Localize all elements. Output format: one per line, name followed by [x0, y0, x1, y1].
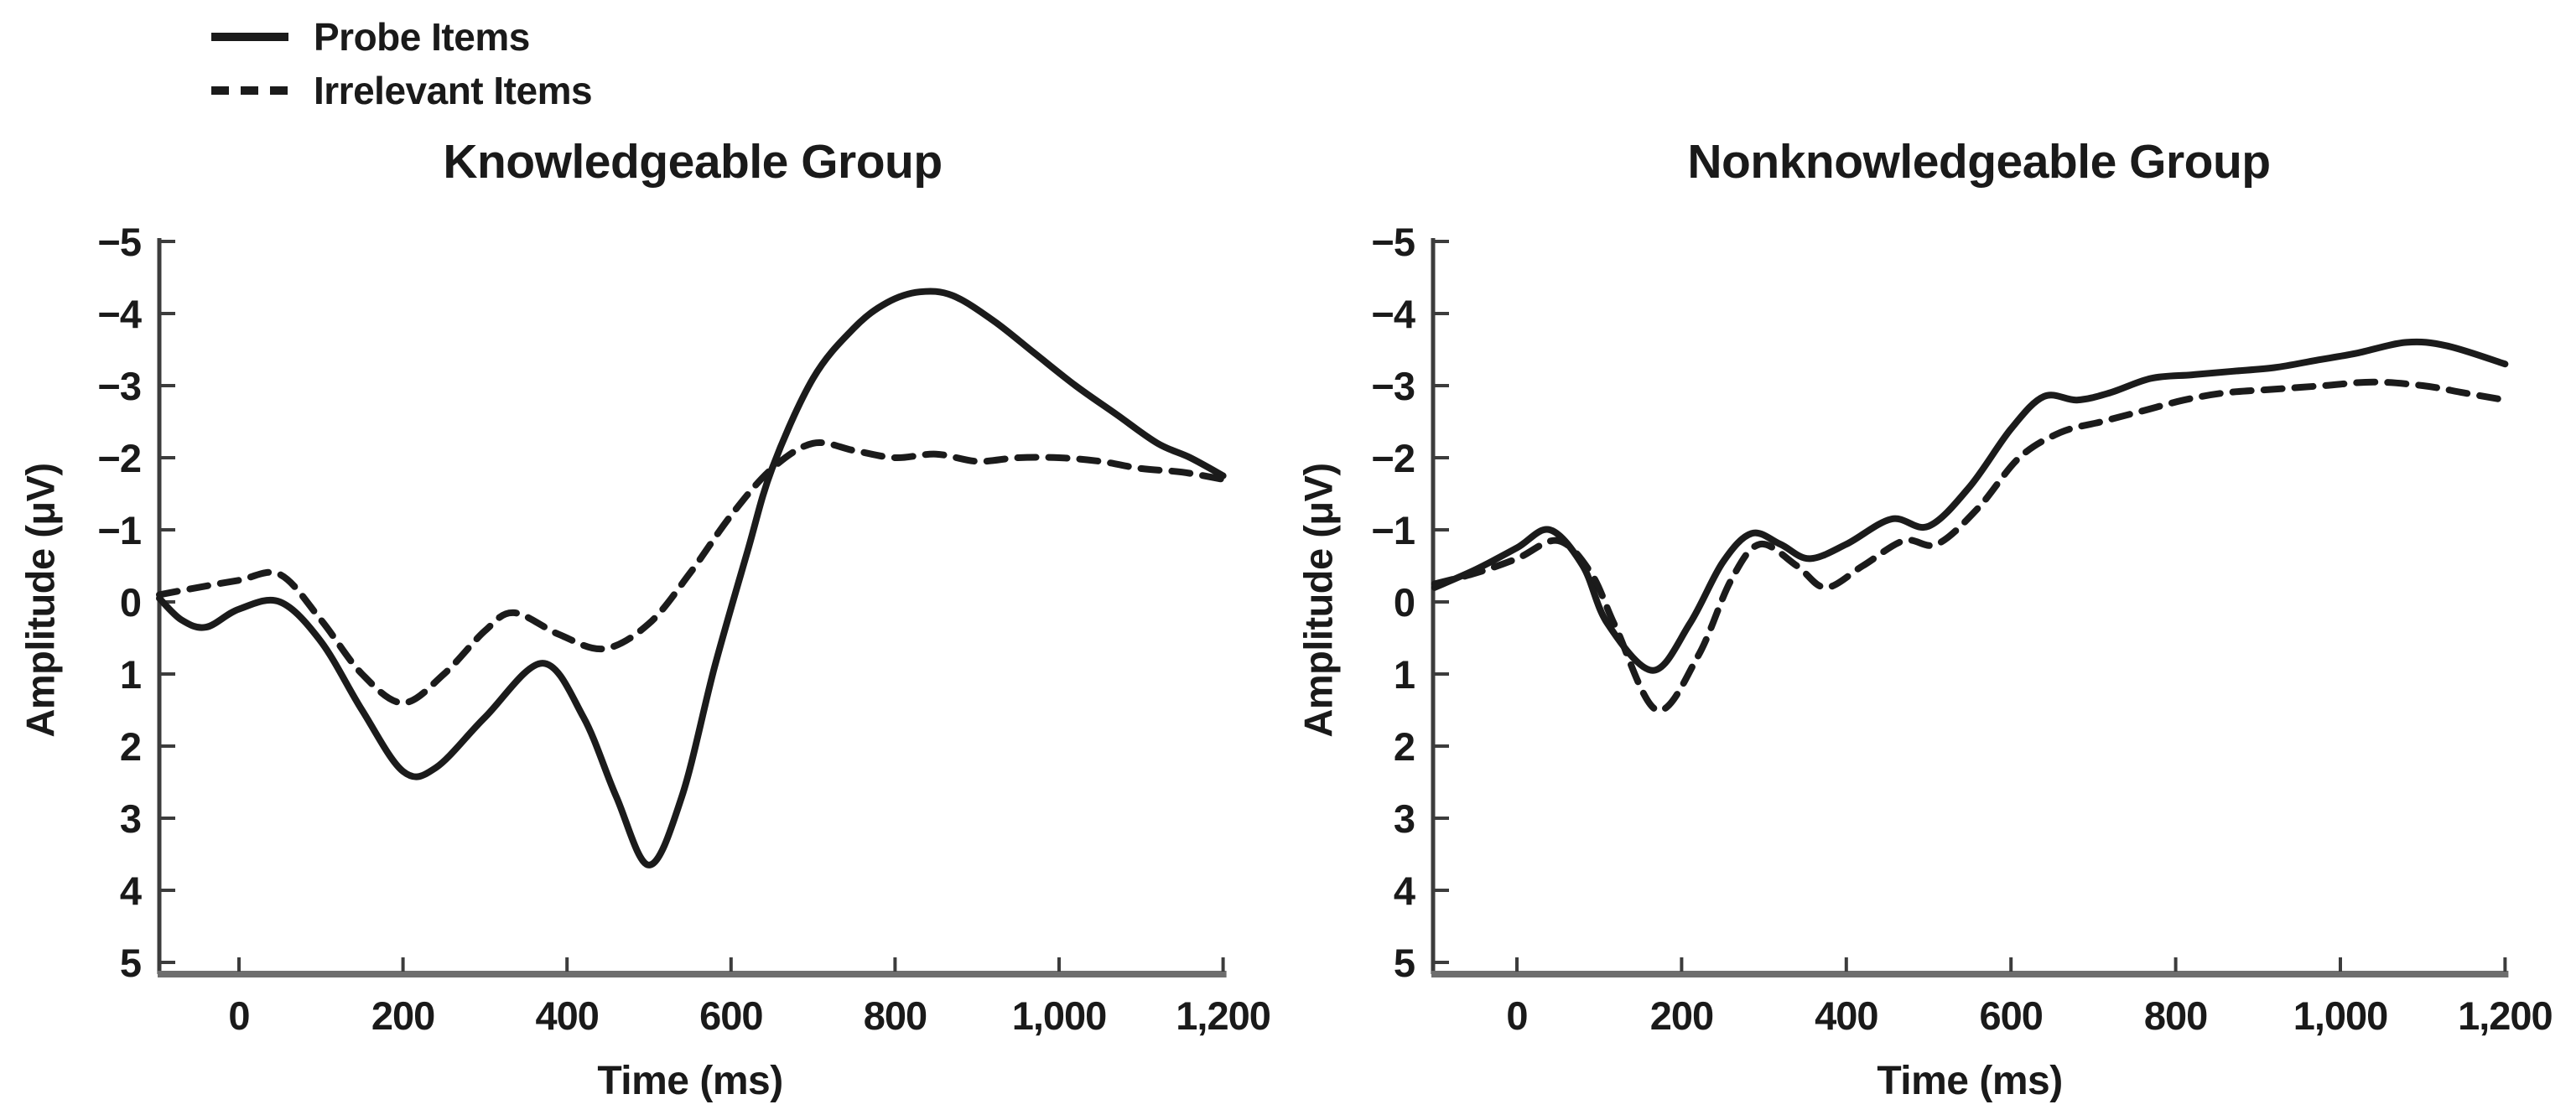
- y-tick-label: 1: [120, 652, 141, 697]
- y-tick-label: −2: [97, 436, 141, 480]
- x-tick-label: 1,200: [2458, 993, 2553, 1038]
- y-tick-label: −4: [1371, 292, 1415, 336]
- y-tick-label: 4: [1394, 869, 1415, 913]
- y-tick-label: −5: [1371, 220, 1415, 264]
- right-panel-title: Nonknowledgeable Group: [1687, 135, 2271, 189]
- dashed-line-swatch: [211, 86, 288, 95]
- y-tick-label: 4: [120, 869, 142, 913]
- x-tick-label: 200: [371, 993, 434, 1038]
- left-panel-title: Knowledgeable Group: [443, 135, 943, 189]
- irrelevant-items-line: [1431, 378, 2509, 714]
- panel-nonknowledgeable: −5 −4 −3 −2 −1 0 1 2 3 4 5 0 200 400 600 800 1,000 1,200: [1371, 220, 2553, 1038]
- y-tick-label: −3: [97, 364, 141, 408]
- x-tick-label: 800: [864, 993, 927, 1038]
- y-tick-label: 3: [1394, 796, 1415, 841]
- panel-knowledgeable: −5 −4 −3 −2 −1 0 1 2 3 4 5 0 200 400 600 800 1,000 1,200: [97, 220, 1271, 1038]
- left-x-axis-title: Time (ms): [597, 1059, 783, 1103]
- y-tick-label: 3: [120, 796, 141, 841]
- y-tick-label: 2: [1394, 724, 1415, 769]
- y-tick-label: −1: [97, 508, 141, 552]
- y-tick-label: −5: [97, 220, 141, 264]
- y-tick-label: 0: [120, 580, 141, 625]
- legend: Probe Items Irrelevant Items: [210, 10, 593, 117]
- legend-label-irrelevant: Irrelevant Items: [314, 69, 593, 112]
- y-tick-label: 0: [1394, 580, 1415, 625]
- y-tick-label: −4: [97, 292, 141, 336]
- probe-items-line: [156, 288, 1227, 869]
- y-tick-label: 1: [1394, 652, 1415, 697]
- right-x-axis-title: Time (ms): [1877, 1059, 2063, 1103]
- x-tick-label: 0: [228, 993, 249, 1038]
- x-tick-label: 1,000: [1012, 993, 1107, 1038]
- x-tick-label: 600: [1979, 993, 2042, 1038]
- solid-line-swatch: [211, 33, 288, 41]
- x-tick-label: 800: [2144, 993, 2207, 1038]
- y-tick-label: 5: [1394, 941, 1415, 985]
- y-tick-label: 5: [120, 941, 141, 985]
- x-tick-label: 1,200: [1176, 993, 1270, 1038]
- left-y-axis-title: Amplitude (μV): [18, 463, 63, 738]
- x-tick-label: 1,000: [2293, 993, 2388, 1038]
- x-tick-label: 400: [535, 993, 598, 1038]
- x-tick-label: 0: [1506, 993, 1527, 1038]
- right-y-axis-title: Amplitude (μV): [1296, 463, 1341, 738]
- x-tick-label: 600: [699, 993, 762, 1038]
- y-tick-label: −3: [1371, 364, 1415, 408]
- legend-item-irrelevant: Irrelevant Items: [210, 64, 593, 117]
- y-tick-label: 2: [120, 724, 141, 769]
- irrelevant-items-line: [156, 439, 1227, 707]
- legend-label-probe: Probe Items: [314, 15, 530, 59]
- x-tick-label: 400: [1815, 993, 1877, 1038]
- y-tick-label: −1: [1371, 508, 1415, 552]
- legend-item-probe: Probe Items: [210, 10, 592, 64]
- y-tick-label: −2: [1371, 436, 1415, 480]
- x-tick-label: 200: [1650, 993, 1713, 1038]
- probe-items-line: [1431, 338, 2509, 674]
